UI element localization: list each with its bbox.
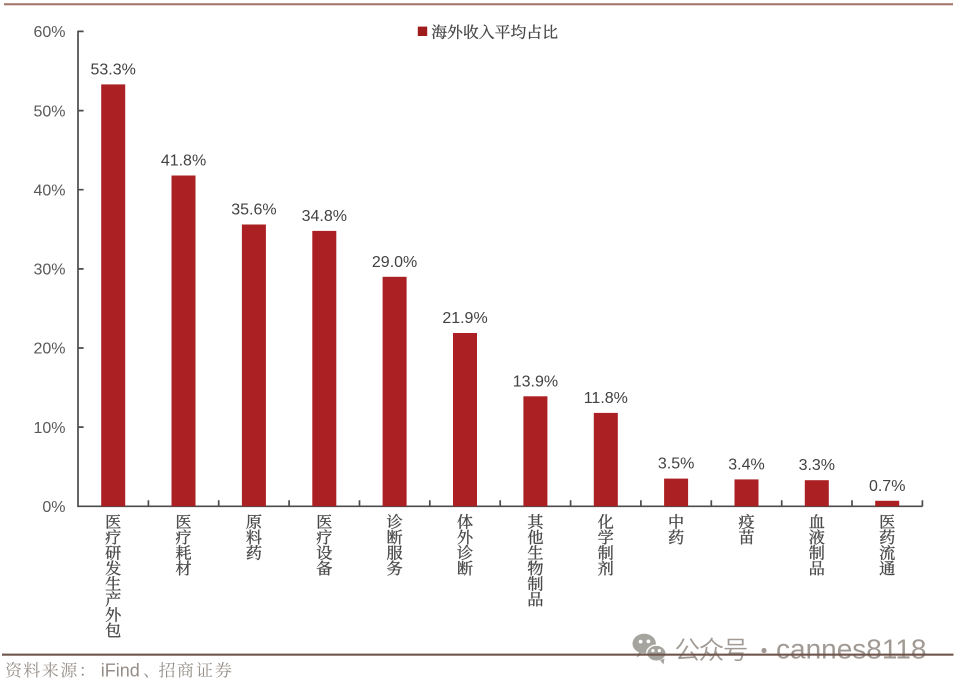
svg-text:0.7%: 0.7% xyxy=(869,478,905,495)
svg-text:0%: 0% xyxy=(42,499,65,516)
svg-text:60%: 60% xyxy=(33,24,65,41)
svg-text:10%: 10% xyxy=(33,420,65,437)
svg-text:41.8%: 41.8% xyxy=(161,153,206,170)
svg-text:3.3%: 3.3% xyxy=(799,457,835,474)
svg-text:3.5%: 3.5% xyxy=(658,456,694,473)
svg-text:53.3%: 53.3% xyxy=(91,61,136,78)
svg-text:cannes8118: cannes8118 xyxy=(776,634,927,665)
svg-text:21.9%: 21.9% xyxy=(442,310,487,327)
svg-text:30%: 30% xyxy=(33,262,65,279)
svg-text:iFind: iFind xyxy=(101,661,140,681)
svg-text:13.9%: 13.9% xyxy=(513,373,558,390)
svg-text:29.0%: 29.0% xyxy=(372,254,417,271)
svg-text:3.4%: 3.4% xyxy=(728,456,764,473)
svg-text:50%: 50% xyxy=(33,103,65,120)
svg-text:20%: 20% xyxy=(33,341,65,358)
svg-text:35.6%: 35.6% xyxy=(231,202,276,219)
svg-text:40%: 40% xyxy=(33,182,65,199)
svg-text:34.8%: 34.8% xyxy=(302,208,347,225)
svg-text:11.8%: 11.8% xyxy=(584,390,628,407)
